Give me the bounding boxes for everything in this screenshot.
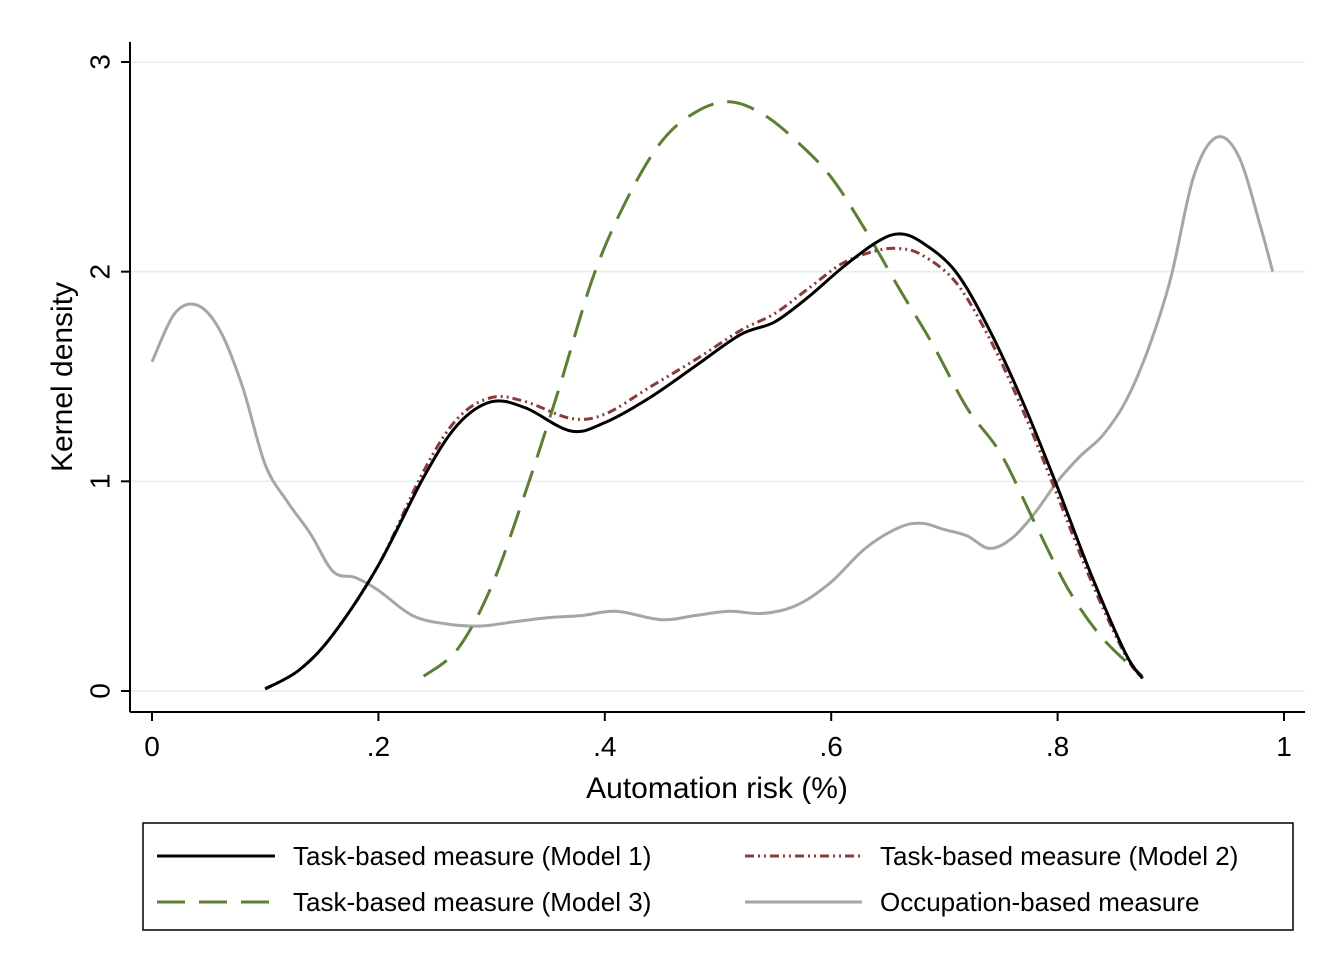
- legend-label-3: Task-based measure (Model 3): [293, 887, 651, 917]
- series-line-1: [264, 232, 1144, 691]
- x-tick-label: .2: [367, 731, 390, 762]
- axes: [129, 42, 1305, 713]
- grid-lines: [130, 61, 1305, 692]
- y-tick-label: 2: [85, 264, 116, 280]
- legend-label-1: Task-based measure (Model 1): [293, 841, 651, 871]
- x-tick-label: .8: [1046, 731, 1069, 762]
- series-line-2: [264, 246, 1144, 691]
- series-lines: [150, 100, 1275, 691]
- y-axis-title: Kernel density: [46, 282, 79, 472]
- legend-label-4: Occupation-based measure: [880, 887, 1199, 917]
- legend-label-2: Task-based measure (Model 2): [880, 841, 1238, 871]
- x-tick-label: 1: [1276, 731, 1292, 762]
- y-tick-label: 3: [85, 54, 116, 70]
- x-tick-label: 0: [144, 731, 160, 762]
- axis-ticks: 0 1 2 3 0 .2 .4 .6 .8 1: [85, 54, 1292, 762]
- y-tick-label: 0: [85, 683, 116, 699]
- x-tick-label: .4: [593, 731, 616, 762]
- x-axis-title: Automation risk (%): [586, 772, 848, 805]
- y-tick-label: 1: [85, 474, 116, 490]
- x-tick-label: .6: [820, 731, 843, 762]
- series-line-4: [150, 135, 1275, 628]
- legend: Task-based measure (Model 1) Task-based m…: [142, 822, 1294, 931]
- legend-box: [142, 822, 1294, 931]
- series-line-3: [422, 100, 1144, 678]
